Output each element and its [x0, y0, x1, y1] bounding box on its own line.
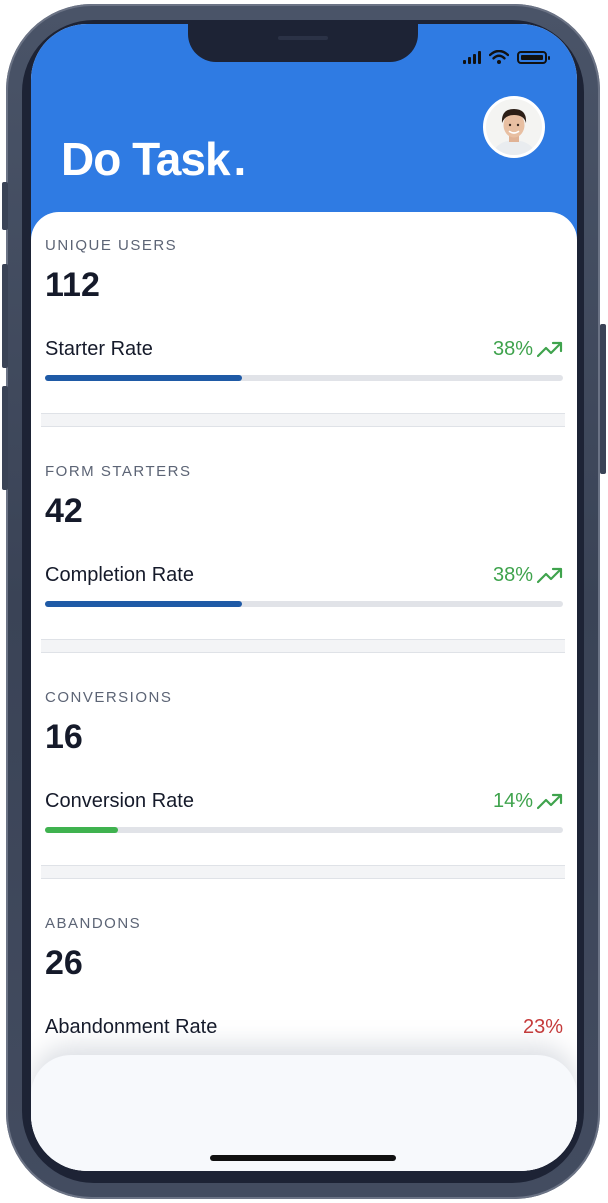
progress-fill: [45, 375, 242, 381]
volume-up-button: [2, 264, 8, 368]
stat-card-unique-users: UNIQUE USERS 112 Starter Rate 38%: [31, 212, 577, 412]
stat-card-conversions: CONVERSIONS 16 Conversion Rate 14%: [31, 664, 577, 864]
progress-bar: [45, 827, 563, 833]
trending-up-icon: [537, 793, 563, 810]
stat-card-form-starters: FORM STARTERS 42 Completion Rate 38%: [31, 438, 577, 638]
card-label: UNIQUE USERS: [45, 237, 178, 254]
power-button: [600, 324, 606, 474]
card-label: CONVERSIONS: [45, 689, 173, 706]
phone-screen: Do Task. UNIQUE USERS 112 Starter Rate 3…: [31, 24, 577, 1171]
rate-label: Conversion Rate: [45, 790, 194, 812]
rate-value: 38%: [492, 338, 533, 360]
battery-icon: [517, 51, 550, 64]
app-title-text: Do Task: [61, 133, 231, 185]
trending-up-icon: [537, 567, 563, 584]
trending-up-icon: [537, 341, 563, 358]
volume-down-button: [2, 386, 8, 490]
card-divider: [41, 639, 565, 653]
rate-label: Starter Rate: [45, 338, 153, 360]
card-value: 42: [45, 492, 83, 530]
signal-icon: [463, 51, 481, 64]
status-bar: [463, 50, 550, 64]
rate-value: 38%: [492, 564, 533, 586]
card-value: 26: [45, 944, 83, 982]
mute-switch: [2, 182, 8, 230]
progress-fill: [45, 601, 242, 607]
rate-label: Completion Rate: [45, 564, 194, 586]
user-avatar[interactable]: [483, 96, 545, 158]
stat-card-abandons: ABANDONS 26 Abandonment Rate 23%: [31, 890, 577, 1090]
card-divider: [41, 865, 565, 879]
home-indicator[interactable]: [210, 1155, 396, 1161]
app-title: Do Task.: [61, 132, 247, 186]
rate-label: Abandonment Rate: [45, 1016, 218, 1038]
progress-bar: [45, 375, 563, 381]
phone-notch: [188, 24, 418, 62]
rate-value: 23%: [522, 1016, 563, 1038]
card-value: 16: [45, 718, 83, 756]
app-title-dot: .: [233, 133, 247, 185]
bottom-sheet[interactable]: [31, 1055, 577, 1171]
stats-content: UNIQUE USERS 112 Starter Rate 38% FORM S…: [31, 212, 577, 1171]
progress-fill: [45, 827, 118, 833]
user-portrait-icon: [486, 99, 542, 155]
wifi-icon: [489, 50, 509, 64]
rate-value: 14%: [492, 790, 533, 812]
progress-bar: [45, 601, 563, 607]
card-value: 112: [45, 266, 100, 304]
card-label: FORM STARTERS: [45, 463, 192, 480]
card-label: ABANDONS: [45, 915, 142, 932]
card-divider: [41, 413, 565, 427]
